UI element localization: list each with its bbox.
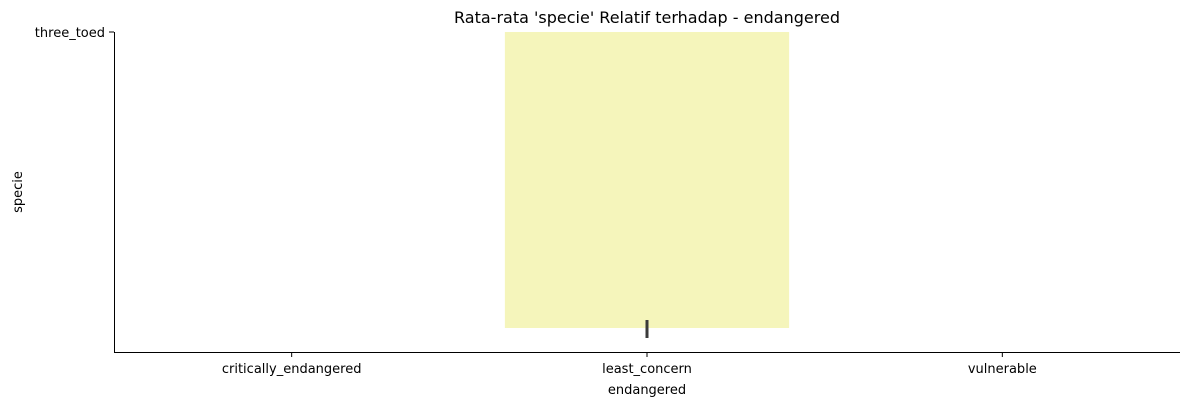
x-tick-label: least_concern — [602, 362, 692, 377]
bar-least_concern — [504, 32, 790, 328]
x-ticks-group: critically_endangered least_concern vulner… — [222, 352, 1037, 377]
y-tick-label: three_toed — [35, 26, 105, 41]
x-tick-label: vulnerable — [968, 362, 1037, 377]
y-ticks-group: three_toed — [35, 26, 114, 41]
x-axis-label: endangered — [608, 383, 686, 398]
y-axis-label: specie — [11, 171, 26, 213]
chart-title: Rata-rata 'specie' Relatif terhadap - en… — [454, 8, 840, 27]
bars-group — [504, 32, 790, 328]
x-tick-label: critically_endangered — [222, 362, 362, 377]
